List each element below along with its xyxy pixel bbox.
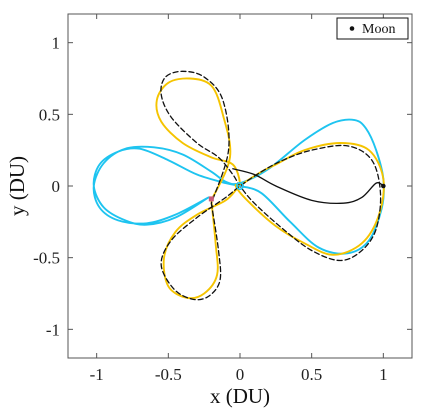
black-dashed-trajectory-line xyxy=(160,70,382,301)
y-axis-title: y (DU) xyxy=(5,156,29,216)
y-tick-label: -1 xyxy=(46,320,60,339)
black-solid-transfer-line xyxy=(232,168,384,205)
legend-moon-marker xyxy=(349,26,355,31)
legend-moon-label: Moon xyxy=(362,22,395,37)
x-tick-label: -0.5 xyxy=(155,365,182,384)
series-layer xyxy=(92,70,385,301)
x-tick-label: 0.5 xyxy=(301,365,322,384)
start-point-marker xyxy=(208,196,214,202)
moon-marker xyxy=(381,183,386,189)
earth-center-dot xyxy=(238,184,242,188)
x-axis-title: x (DU) xyxy=(210,384,270,408)
legend-box xyxy=(336,17,409,40)
y-tick-label: 0 xyxy=(52,177,61,196)
y-tick-label: 1 xyxy=(52,34,61,53)
earth-marker xyxy=(236,182,245,191)
x-tick-label: -1 xyxy=(90,365,104,384)
points-layer xyxy=(208,182,386,202)
y-tick-label: 0.5 xyxy=(39,105,60,124)
x-tick-label: 0 xyxy=(236,365,245,384)
legend: Moon xyxy=(336,17,409,40)
ticks-group: -1 -0.5 0 0.5 1 -1 -0.5 0 0.5 1 xyxy=(33,14,412,384)
y-tick-label: -0.5 xyxy=(33,249,60,268)
x-tick-label: 1 xyxy=(379,365,388,384)
yellow-trajectory-line xyxy=(155,77,385,300)
